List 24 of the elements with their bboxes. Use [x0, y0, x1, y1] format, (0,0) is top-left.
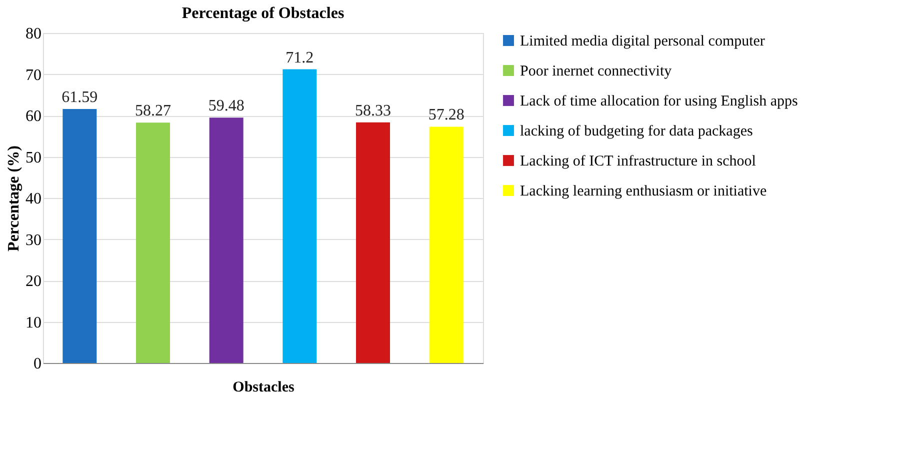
x-axis-title: Obstacles: [232, 380, 294, 396]
y-tick-label: 0: [34, 356, 42, 372]
y-tick-label: 50: [26, 149, 42, 166]
legend-label: Lacking of ICT infrastructure in school: [520, 154, 756, 170]
y-axis-title: Percentage (%): [6, 146, 22, 252]
data-label: 57.28: [428, 106, 464, 124]
legend-label: Lacking learning enthusiasm or initiative: [520, 184, 767, 200]
chart-title: Percentage of Obstacles: [182, 5, 344, 22]
data-label: 58.33: [355, 102, 391, 120]
legend-label: lacking of budgeting for data packages: [520, 124, 753, 140]
data-label: 59.48: [208, 98, 244, 115]
data-label: 71.2: [286, 49, 314, 66]
y-tick-label: 70: [26, 66, 42, 84]
legend-label: Lack of time allocation for using English apps: [520, 94, 798, 110]
y-tick-label: 60: [26, 108, 42, 125]
y-tick-label: 30: [26, 232, 42, 249]
y-tick-label: 40: [26, 190, 42, 208]
legend-label: Poor inernet connectivity: [520, 64, 672, 80]
data-label: 58.27: [135, 102, 171, 120]
y-tick-label: 80: [26, 26, 42, 42]
legend-label: Limited media digital personal computer: [520, 34, 765, 50]
data-label: 61.59: [62, 88, 98, 106]
y-tick-label: 10: [26, 314, 42, 332]
y-tick-label: 20: [26, 273, 42, 290]
